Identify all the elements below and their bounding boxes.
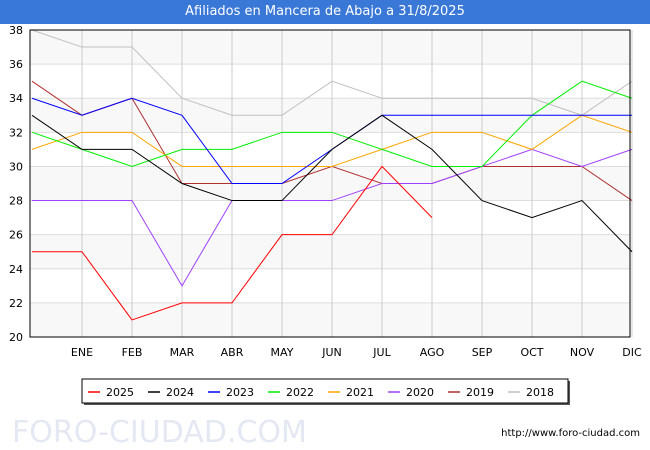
legend-label: 2023 — [226, 386, 254, 399]
legend-label: 2025 — [106, 386, 134, 399]
legend-label: 2024 — [166, 386, 194, 399]
x-tick-label: MAY — [271, 346, 294, 359]
legend-label: 2019 — [466, 386, 494, 399]
watermark: FORO-CIUDAD.COM — [12, 415, 307, 450]
y-tick-label: 34 — [9, 92, 23, 105]
x-tick-label: FEB — [122, 346, 143, 359]
y-tick-label: 28 — [9, 195, 23, 208]
legend-label: 2018 — [526, 386, 554, 399]
y-tick-label: 38 — [9, 24, 23, 37]
x-tick-label: OCT — [520, 346, 543, 359]
series-line-2018 — [31, 29, 633, 116]
legend-box — [81, 378, 569, 404]
x-tick-label: MAR — [170, 346, 195, 359]
x-tick-label: NOV — [570, 346, 595, 359]
series-line-2025 — [32, 165, 433, 321]
x-tick-label: JUL — [372, 346, 391, 359]
y-tick-label: 20 — [9, 331, 23, 344]
x-tick-label: DIC — [622, 346, 642, 359]
legend-label: 2022 — [286, 386, 314, 399]
source-url[interactable]: http://www.foro-ciudad.com — [501, 428, 640, 439]
x-tick-label: ABR — [221, 346, 244, 359]
x-tick-label: AGO — [420, 346, 445, 359]
y-tick-label: 32 — [9, 126, 23, 139]
chart-title: Afiliados en Mancera de Abajo a 31/8/202… — [0, 0, 650, 24]
band — [30, 166, 630, 201]
y-tick-label: 26 — [9, 229, 23, 242]
y-tick-label: 22 — [9, 297, 23, 310]
x-tick-label: SEP — [472, 346, 493, 359]
x-tick-label: ENE — [71, 346, 93, 359]
x-tick-label: JUN — [321, 346, 342, 359]
band — [30, 302, 630, 337]
series-line-2024 — [31, 114, 633, 253]
legend-label: 2020 — [406, 386, 434, 399]
series-line-2021 — [31, 114, 633, 167]
band — [30, 234, 630, 269]
legend-label: 2021 — [346, 386, 374, 399]
y-tick-label: 30 — [9, 160, 23, 173]
y-tick-label: 36 — [9, 58, 23, 71]
plot-frame — [29, 29, 631, 338]
y-tick-label: 24 — [9, 263, 23, 276]
